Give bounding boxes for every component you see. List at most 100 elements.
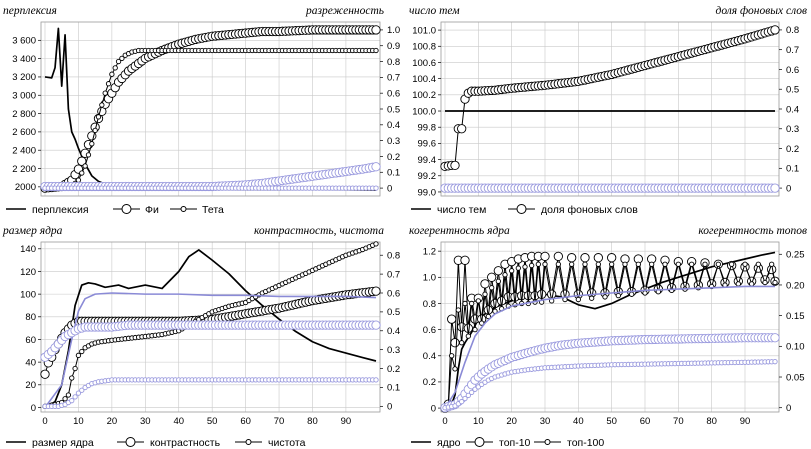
left-tick-label: 0.8 bbox=[423, 299, 436, 310]
right-tick-label: 0.6 bbox=[387, 88, 400, 99]
data-point bbox=[480, 279, 490, 289]
data-point bbox=[460, 255, 470, 265]
data-point bbox=[593, 253, 603, 263]
panel-1: 99.0 99.2 99.4 99.6 99.8 100.0 100.2 100.4 100.6… bbox=[412, 21, 799, 198]
title-right-background-share: доля фоновых слов bbox=[716, 5, 808, 17]
data-point bbox=[580, 253, 590, 263]
legend-marker-contrast bbox=[125, 437, 136, 447]
left-tick-label: 2 200 bbox=[12, 164, 36, 175]
right-tick-label: 0.05 bbox=[786, 372, 805, 383]
data-point bbox=[450, 338, 460, 348]
right-tick-label: 0.8 bbox=[387, 57, 400, 68]
data-point bbox=[72, 394, 78, 400]
left-tick-label: 80 bbox=[25, 312, 36, 323]
data-point bbox=[75, 177, 82, 183]
data-point bbox=[371, 286, 381, 296]
series-Фи bbox=[40, 25, 381, 193]
x-tick-label: 40 bbox=[573, 416, 584, 427]
data-point bbox=[40, 369, 50, 379]
legend-coherence-panel: ядро топ-10 топ-100 bbox=[411, 437, 604, 449]
left-tick-label: 99.4 bbox=[418, 155, 437, 166]
legend-label-kernel: ядро bbox=[437, 437, 461, 449]
data-point bbox=[455, 307, 461, 313]
data-point bbox=[735, 281, 741, 287]
data-point bbox=[515, 265, 521, 271]
data-point bbox=[535, 261, 541, 267]
data-point bbox=[569, 261, 575, 267]
data-point bbox=[95, 114, 102, 120]
left-tick-label: 0.2 bbox=[423, 377, 436, 388]
right-tick-label: 0.10 bbox=[786, 342, 805, 353]
series-aux-5 bbox=[42, 377, 379, 409]
data-point bbox=[77, 156, 87, 166]
title-left-kernel-size: размер ядра bbox=[2, 225, 63, 237]
left-tick-label: 99.6 bbox=[418, 139, 437, 150]
left-tick-label: 100.2 bbox=[412, 90, 436, 101]
left-tick-label: 3 600 bbox=[12, 36, 36, 47]
right-tick-label: 0.5 bbox=[387, 307, 400, 318]
series-line bbox=[444, 285, 775, 409]
data-point bbox=[772, 359, 778, 365]
legend-label-purity: чистота bbox=[268, 437, 306, 449]
data-point bbox=[622, 261, 628, 267]
legend-kernel-panel: размер ядра контрастность чистота bbox=[6, 437, 306, 449]
right-tick-label: 0.7 bbox=[786, 45, 799, 56]
data-point bbox=[729, 261, 735, 267]
data-point bbox=[770, 25, 780, 35]
data-point bbox=[465, 392, 471, 399]
series-line bbox=[444, 337, 775, 409]
data-point bbox=[502, 272, 508, 278]
data-point bbox=[371, 162, 381, 172]
data-point bbox=[69, 375, 75, 381]
data-point bbox=[529, 262, 535, 269]
x-tick-label: 60 bbox=[240, 416, 251, 427]
data-point bbox=[485, 313, 491, 320]
data-point bbox=[642, 290, 648, 296]
legend-label-kernel-size: размер ядра bbox=[32, 437, 94, 449]
data-point bbox=[772, 279, 778, 286]
right-tick-label: 0.3 bbox=[387, 136, 400, 147]
series-доля-фоновых-слов bbox=[440, 25, 780, 171]
legend-label-top100: топ-100 bbox=[567, 437, 604, 449]
data-point bbox=[373, 241, 379, 247]
data-point bbox=[462, 395, 468, 402]
left-tick-label: 100.0 bbox=[412, 106, 436, 117]
x-tick-label: 30 bbox=[540, 416, 551, 427]
data-point bbox=[489, 285, 495, 291]
left-tick-label: 99.2 bbox=[418, 171, 437, 182]
data-point bbox=[742, 261, 748, 267]
data-point bbox=[105, 81, 112, 87]
right-tick-label: 0 bbox=[387, 402, 392, 413]
data-point bbox=[762, 279, 768, 286]
data-point bbox=[75, 352, 82, 358]
series-aux-2 bbox=[440, 183, 780, 193]
legend-marker-top10 bbox=[474, 437, 485, 447]
x-tick-label: 70 bbox=[673, 416, 684, 427]
data-point bbox=[702, 261, 708, 267]
right-tick-label: 0.8 bbox=[387, 251, 400, 262]
left-tick-label: 0 bbox=[31, 403, 36, 414]
panel-3: 0 0.2 0.4 0.6 0.8 1.0 1.2 0 0.05 0.10 0.15 0.20 0.25… bbox=[423, 241, 805, 427]
x-tick-label: 70 bbox=[274, 416, 285, 427]
data-point bbox=[373, 47, 379, 54]
title-left-topic-count: число тем bbox=[409, 5, 460, 17]
data-point bbox=[109, 71, 115, 77]
data-point bbox=[662, 261, 668, 267]
data-point bbox=[582, 261, 588, 267]
x-tick-label: 10 bbox=[473, 416, 484, 427]
legend-marker-theta bbox=[180, 206, 187, 212]
data-point bbox=[79, 170, 85, 176]
left-tick-label: 1.2 bbox=[423, 246, 436, 257]
series-aux-4 bbox=[40, 320, 381, 362]
left-tick-label: 3 000 bbox=[12, 91, 36, 102]
right-tick-label: 0.1 bbox=[387, 168, 400, 179]
data-point bbox=[540, 251, 550, 262]
data-point bbox=[770, 333, 780, 343]
data-point bbox=[547, 289, 557, 299]
data-point bbox=[607, 253, 617, 263]
title-right-sparsity: разреженность bbox=[305, 5, 384, 17]
right-tick-label: 1.0 bbox=[387, 25, 400, 36]
left-tick-label: 100.4 bbox=[412, 74, 436, 85]
data-point bbox=[75, 390, 82, 396]
